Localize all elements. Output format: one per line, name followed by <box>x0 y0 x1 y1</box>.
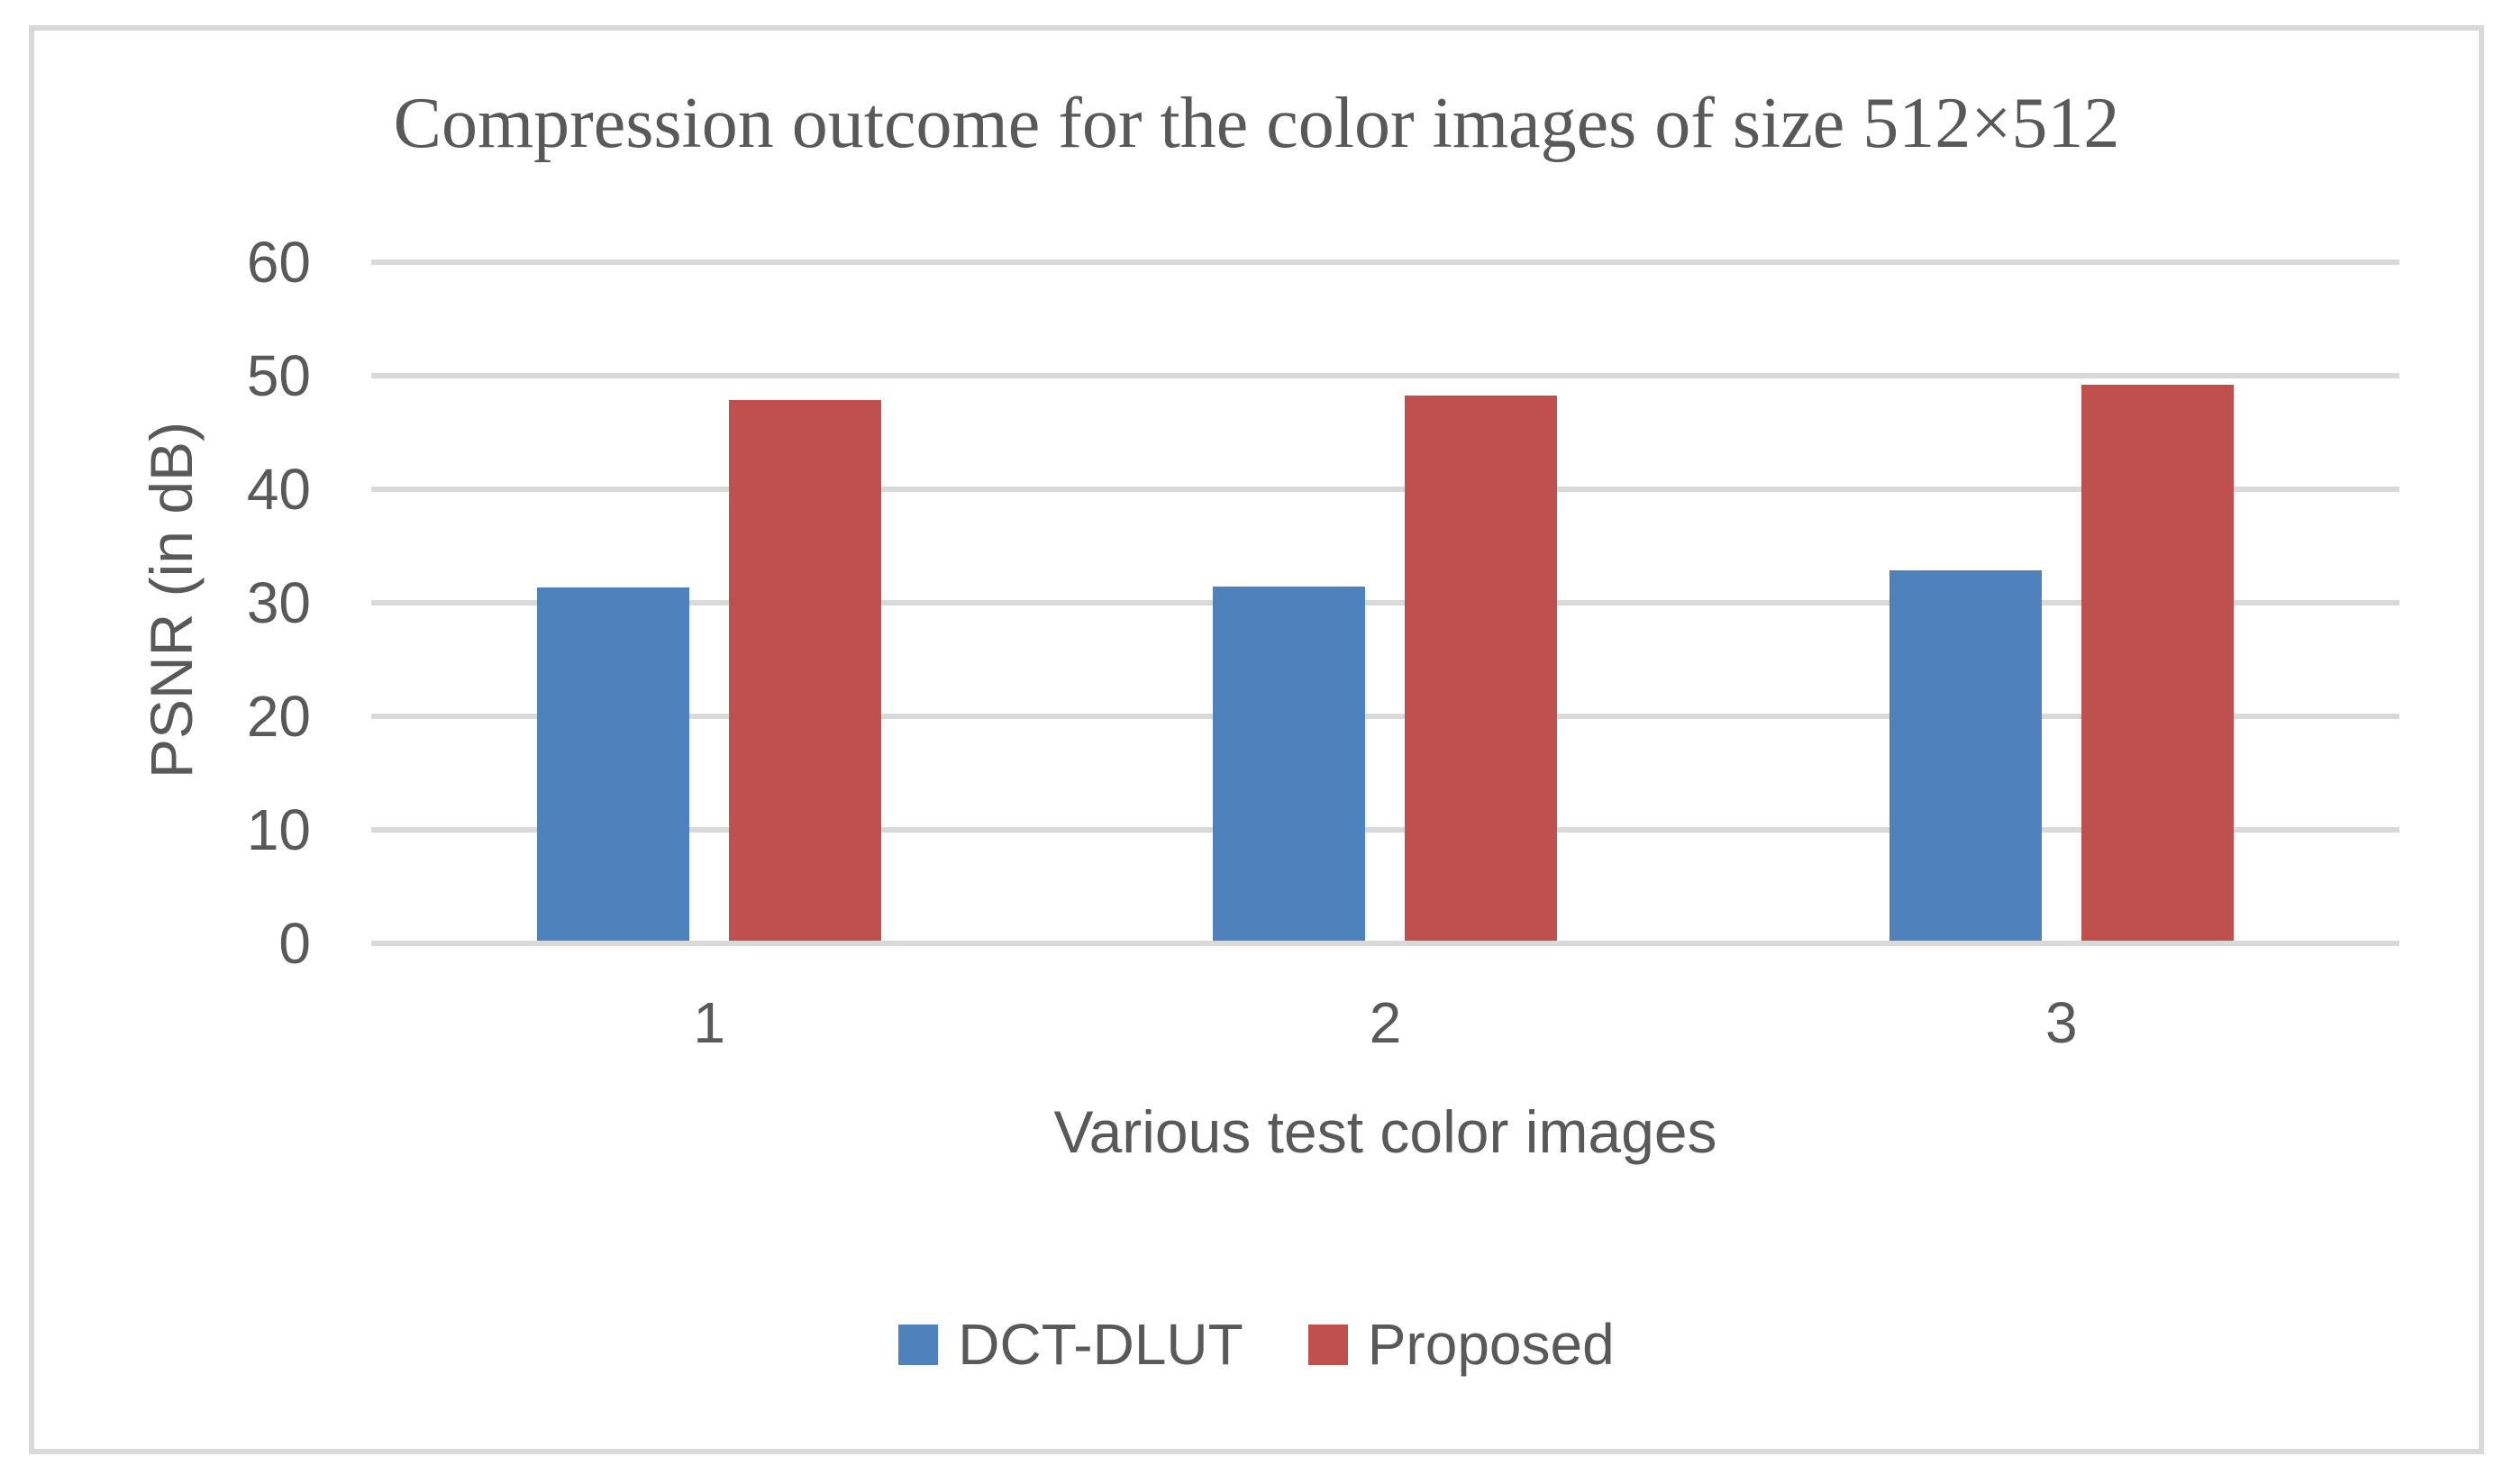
y-tick-label-50: 50 <box>246 343 311 408</box>
legend-item-proposed: Proposed <box>1307 1311 1615 1378</box>
chart-title: Compression outcome for the color images… <box>393 84 2120 163</box>
legend: DCT-DLUT Proposed <box>29 1311 2484 1378</box>
y-tick-label-20: 20 <box>246 684 311 749</box>
x-tick-label-1: 1 <box>693 990 725 1055</box>
y-tick-label-10: 10 <box>246 797 311 862</box>
bar-dct-dlut-1 <box>537 587 690 941</box>
legend-label: DCT-DLUT <box>958 1312 1243 1377</box>
bar-dct-dlut-2 <box>1213 586 1366 941</box>
y-axis-ticks: 0 10 20 30 40 50 60 <box>0 231 311 975</box>
bar-group-3 <box>1724 259 2399 941</box>
gridlines <box>371 259 2399 946</box>
x-axis-title: Various test color images <box>1053 1098 1717 1165</box>
bar-dct-dlut-3 <box>1889 570 2042 941</box>
y-axis-title: PSNR (in dB) <box>108 259 234 941</box>
bar-groups <box>371 259 2399 941</box>
gridline-40 <box>371 487 2399 492</box>
y-tick-label-40: 40 <box>246 457 311 522</box>
y-tick-label-30: 30 <box>246 570 311 635</box>
y-tick-label-0: 0 <box>278 911 311 976</box>
gridline-10 <box>371 827 2399 833</box>
legend-item-dct-dlut: DCT-DLUT <box>898 1311 1243 1378</box>
legend-swatch-icon <box>898 1324 939 1365</box>
gridline-30 <box>371 600 2399 605</box>
bar-proposed-2 <box>1405 396 1558 941</box>
y-axis-title-text: PSNR (in dB) <box>138 421 205 779</box>
legend-label: Proposed <box>1367 1312 1615 1377</box>
legend-swatch-icon <box>1307 1324 1348 1365</box>
gridline-60 <box>371 259 2399 265</box>
gridline-20 <box>371 714 2399 719</box>
bar-group-1 <box>371 259 1047 941</box>
y-tick-label-60: 60 <box>246 230 311 295</box>
x-tick-label-3: 3 <box>2045 990 2078 1055</box>
bar-group-2 <box>1047 259 1723 941</box>
bar-proposed-3 <box>2081 384 2234 941</box>
x-tick-label-2: 2 <box>1369 990 1402 1055</box>
gridline-0 <box>371 941 2399 946</box>
bar-proposed-1 <box>729 400 882 941</box>
gridline-50 <box>371 373 2399 378</box>
x-axis-ticks: 1 2 3 <box>371 989 2399 1056</box>
